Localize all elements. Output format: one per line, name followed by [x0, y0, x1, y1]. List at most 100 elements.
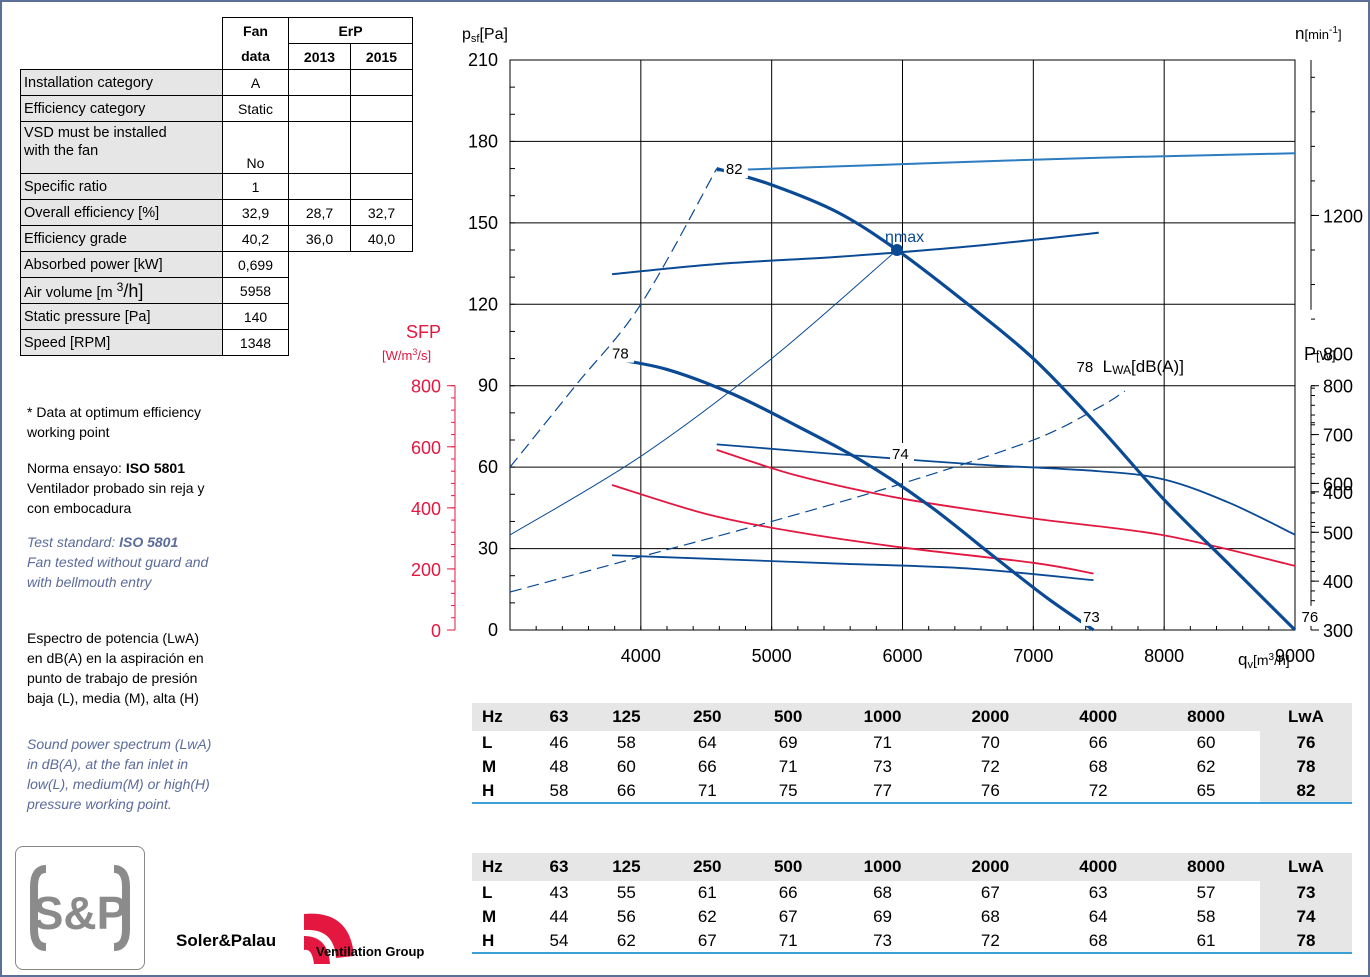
pressure-tick-label: 60: [478, 457, 498, 477]
espectro-line1: Espectro de potencia (LwA): [27, 630, 199, 646]
sound-cell: 73: [873, 757, 892, 776]
sound-row: H 58 66 71 75 77 76 72 65 82: [472, 779, 1352, 804]
pressure-tick-label: 150: [468, 213, 498, 233]
x-axis-title: qv[m3/h]: [1238, 650, 1290, 671]
fan-row-erp-2015: 32,7: [350, 199, 413, 226]
sound-cell: 66: [697, 757, 717, 776]
fan-row-erp-2013: [288, 95, 351, 122]
fan-row-label-line2: with the fan: [24, 143, 99, 159]
sound-cell: 62: [697, 907, 717, 926]
sound-cell: 71: [747, 929, 829, 954]
sfp-tick-label: 600: [411, 438, 441, 458]
speed-tick-label: 1200: [1323, 206, 1363, 226]
fan-row-erp-2013: 36,0: [288, 225, 351, 252]
sound-header-cell: 4000: [1044, 703, 1153, 731]
fan-data-table: Fan ErP data 2013 2015 Installation cate…: [20, 17, 413, 356]
fan-row-erp-2013: [288, 121, 351, 174]
sound-row-label: M: [482, 757, 497, 776]
sound-row: M 48 60 66 71 73 72 68 62 78: [472, 755, 1352, 779]
sound-cell: 70: [980, 733, 1000, 752]
optimum-note-line1: * Data at optimum efficiency: [27, 404, 202, 420]
sfp-curve-high: [716, 448, 1296, 567]
sound-cell: 69: [778, 733, 798, 752]
sound-header-cell: 250: [666, 703, 748, 731]
optimum-label: ηmax: [885, 229, 924, 246]
sound-header-cell: 500: [747, 703, 829, 731]
sound-cell: 71: [873, 733, 892, 752]
sound-header-cell: 250: [666, 853, 748, 881]
brand-subtitle: Ventilation Group: [316, 944, 425, 959]
x-tick-label: 8000: [1144, 646, 1184, 666]
fan-row-label: Absorbed power [kW]: [20, 251, 223, 278]
sound-header-cell: Hz: [472, 853, 532, 881]
pressure-curve-78: [611, 357, 1095, 632]
curve-annotation: 82: [726, 161, 743, 178]
norma-prefix: Norma ensayo:: [27, 460, 126, 476]
sfp-tick-label: 200: [411, 560, 441, 580]
pressure-tick-label: 90: [478, 376, 498, 396]
sound-cell: 43: [549, 883, 569, 902]
sound-table-2: Hz 63 125 250 500 1000 2000 4000 8000 LwA L 43 55 61 6…: [472, 853, 1352, 954]
fan-row-value: 40,2: [222, 225, 289, 252]
x-tick-label: 9000: [1275, 646, 1315, 666]
sound-header-cell: 1000: [828, 853, 937, 881]
sound-header-cell: 63: [532, 853, 586, 881]
curve-annotation: 78: [1077, 359, 1094, 376]
fan-row-value: 0,699: [222, 251, 289, 278]
erp-2013-header: 2013: [288, 43, 351, 70]
sound-row: L 43 55 61 66 68 67 63 57 73: [472, 881, 1352, 905]
x-tick-label: 4000: [621, 646, 661, 666]
sound-cell: 61: [1152, 929, 1260, 954]
system-curve: [509, 249, 898, 536]
sound-header-row: Hz 63 125 250 500 1000 2000 4000 8000 LwA: [472, 853, 1352, 881]
sound-header-row: Hz 63 125 250 500 1000 2000 4000 8000 LwA: [472, 703, 1352, 731]
power-tick-label: 400: [1323, 572, 1353, 592]
fan-table-row: Overall efficiency [%] 32,9 28,7 32,7: [20, 199, 413, 226]
fan-row-erp-2013: [288, 69, 351, 96]
sound-cell: 72: [980, 757, 1000, 776]
sound-lwa-cell: 73: [1260, 881, 1352, 905]
sound-cell: 65: [1152, 779, 1260, 804]
test-standard: ISO 5801: [119, 534, 179, 550]
pressure-tick-label: 0: [488, 620, 498, 640]
fan-row-erp-2013: 28,7: [288, 199, 351, 226]
fan-row-label-pre: Air volume [m: [24, 284, 117, 301]
sound-lwa-cell: 74: [1260, 905, 1352, 929]
sound-header-cell: 8000: [1152, 703, 1260, 731]
espectro-line2: en dB(A) en la aspiración en: [27, 650, 204, 666]
sound-row: L 46 58 64 69 71 70 66 60 76: [472, 731, 1352, 755]
fan-table-row: VSD must be installed with the fan No: [20, 121, 413, 174]
espectro-line3: punto de trabajo de presión: [27, 670, 198, 686]
power-curve-high: [716, 443, 1296, 536]
fan-row-label-sup: 3: [116, 279, 124, 294]
sound-cell: 55: [616, 883, 636, 902]
sound-cell: 69: [873, 907, 892, 926]
speed-tick-label: 400: [1323, 483, 1353, 503]
fan-row-label: Overall efficiency [%]: [20, 199, 223, 226]
sound-cell: 72: [936, 929, 1045, 954]
annotation-bg: [890, 443, 915, 463]
fan-row-value: A: [222, 69, 289, 96]
annotation-bg: [1074, 356, 1099, 377]
x-tick-label: 7000: [1013, 646, 1053, 666]
sound-cell: 68: [1088, 757, 1108, 776]
curve-annotation: 73: [1083, 609, 1100, 626]
fan-row-value: 5958: [222, 277, 289, 304]
fan-row-label: VSD must be installed with the fan: [20, 121, 223, 174]
sound-cell: 71: [666, 779, 748, 804]
fan-row-value: 1348: [222, 329, 289, 356]
sound-row: H 54 62 67 71 73 72 68 61 78: [472, 929, 1352, 954]
sound-cell: 57: [1196, 883, 1216, 902]
pressure-tick-label: 30: [478, 539, 498, 559]
sfp-tick-label: 0: [431, 621, 441, 641]
sound-cell: 63: [1088, 883, 1108, 902]
optimum-note-line2: working point: [27, 424, 110, 440]
espectro-line4: baja (L), media (M), alta (H): [27, 690, 199, 706]
sound-lwa-cell: 82: [1260, 779, 1352, 804]
sound-cell: 54: [532, 929, 586, 954]
speed-axis-title: n[min-1]: [1295, 24, 1342, 43]
sound-header-cell: 8000: [1152, 853, 1260, 881]
sound-header-cell: 125: [585, 853, 667, 881]
sound-cell: 72: [1044, 779, 1153, 804]
